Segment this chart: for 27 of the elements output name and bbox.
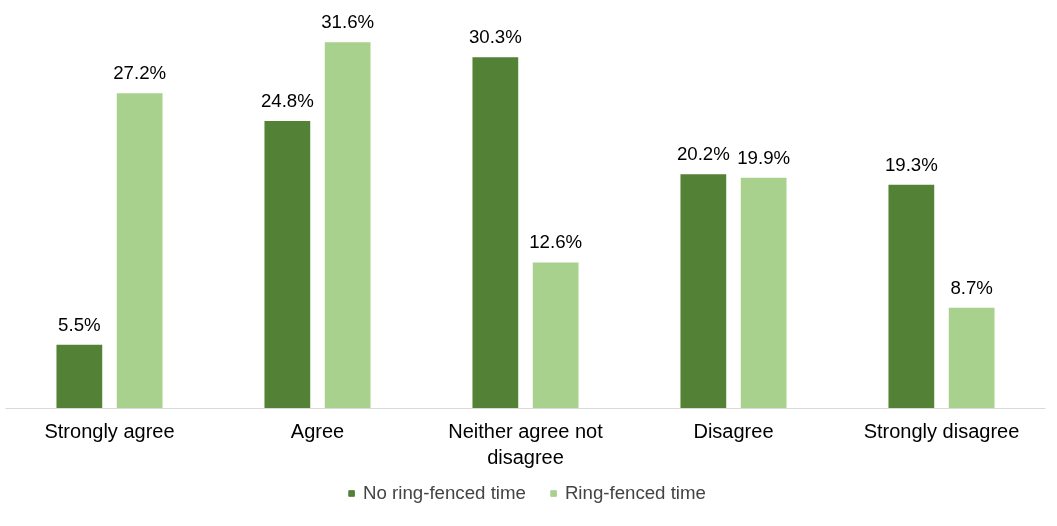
data-label: 12.6% bbox=[529, 231, 583, 253]
data-label: 27.2% bbox=[113, 62, 167, 84]
x-tick-label: Strongly agree bbox=[44, 419, 175, 442]
bar bbox=[324, 42, 371, 409]
x-tick-label: Agree bbox=[290, 419, 345, 442]
data-label: 19.3% bbox=[884, 153, 938, 175]
x-tick-label: Strongly disagree bbox=[863, 419, 1020, 442]
legend-label: Ring-fenced time bbox=[564, 481, 706, 504]
data-label: 30.3% bbox=[468, 26, 522, 48]
bar bbox=[740, 177, 787, 409]
bar bbox=[56, 344, 103, 409]
data-label: 8.7% bbox=[950, 276, 993, 298]
bar bbox=[116, 93, 163, 409]
bar bbox=[472, 57, 519, 409]
x-tick-label: Neither agree not disagree bbox=[448, 419, 604, 468]
data-label: 19.9% bbox=[737, 146, 791, 168]
x-tick-label: Disagree bbox=[693, 419, 774, 442]
bar bbox=[948, 307, 995, 409]
data-label: 20.2% bbox=[676, 143, 730, 165]
bar bbox=[532, 262, 579, 409]
data-label: 5.5% bbox=[58, 313, 101, 335]
data-label: 31.6% bbox=[321, 11, 375, 33]
bar bbox=[264, 120, 311, 409]
bar bbox=[680, 174, 727, 409]
bar bbox=[888, 184, 935, 409]
data-label: 24.8% bbox=[260, 89, 314, 111]
legend-label: No ring-fenced time bbox=[363, 481, 526, 504]
